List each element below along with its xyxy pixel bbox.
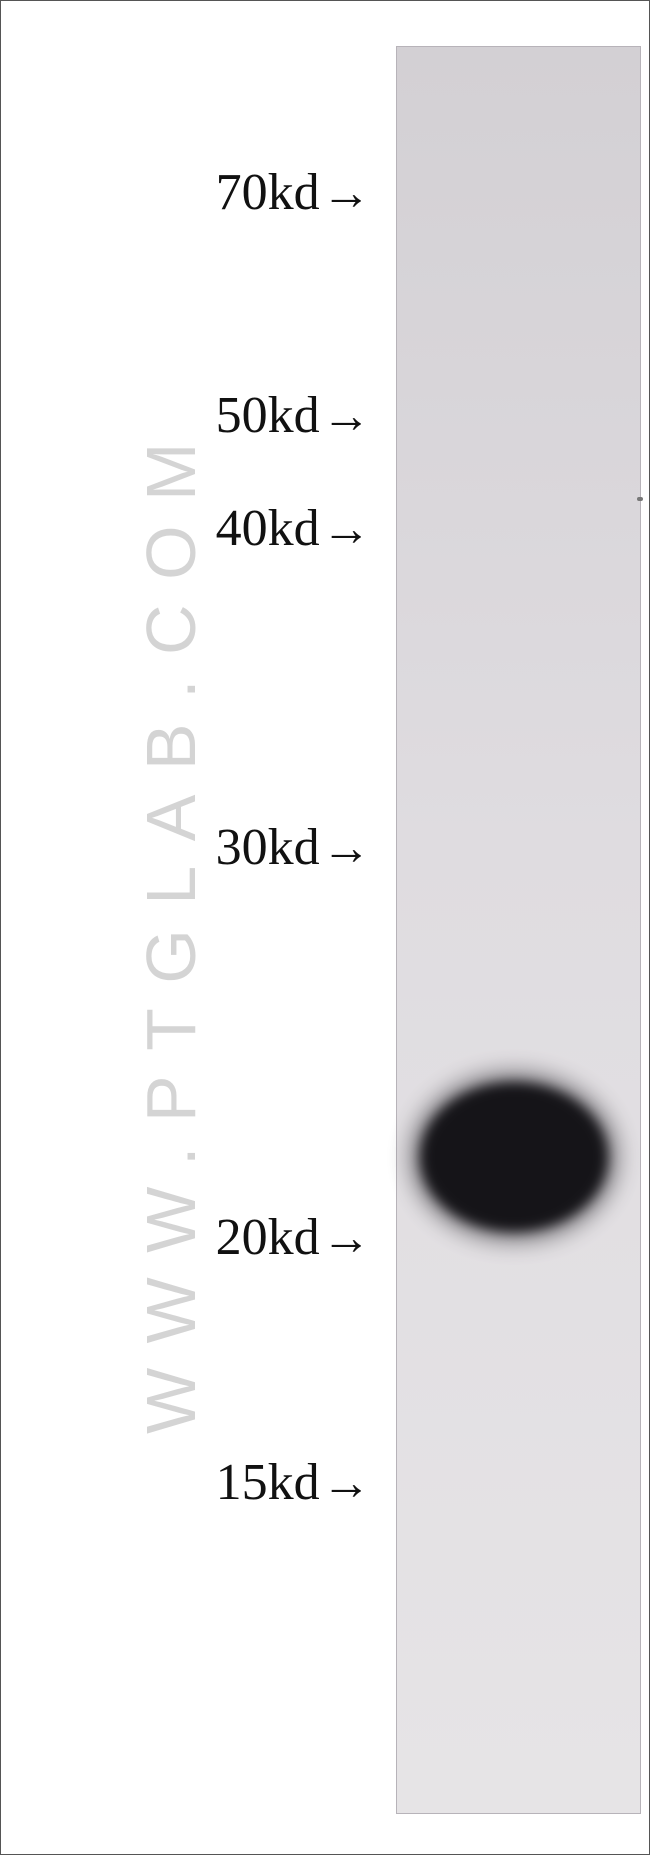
marker-label: 40kd [216,499,320,558]
arrow-right-icon: → [322,387,371,444]
marker-label: 30kd [216,818,320,877]
watermark-text: WWW.PTGLAB.COM [131,226,211,1626]
marker-label: 50kd [216,386,320,445]
lane-background [397,47,640,1813]
blot-lane [396,46,641,1814]
arrow-right-icon: → [322,1209,371,1266]
edge-speck [637,497,643,501]
marker-label: 20kd [216,1208,320,1267]
arrow-right-icon: → [322,819,371,876]
arrow-right-icon: → [322,1454,371,1511]
blot-band-core [420,1082,608,1232]
marker-label: 70kd [216,163,320,222]
marker-label: 15kd [216,1453,320,1512]
arrow-right-icon: → [322,500,371,557]
arrow-right-icon: → [322,164,371,221]
blot-figure: WWW.PTGLAB.COM 70kd → 50kd → 40kd → 30kd… [0,0,650,1855]
